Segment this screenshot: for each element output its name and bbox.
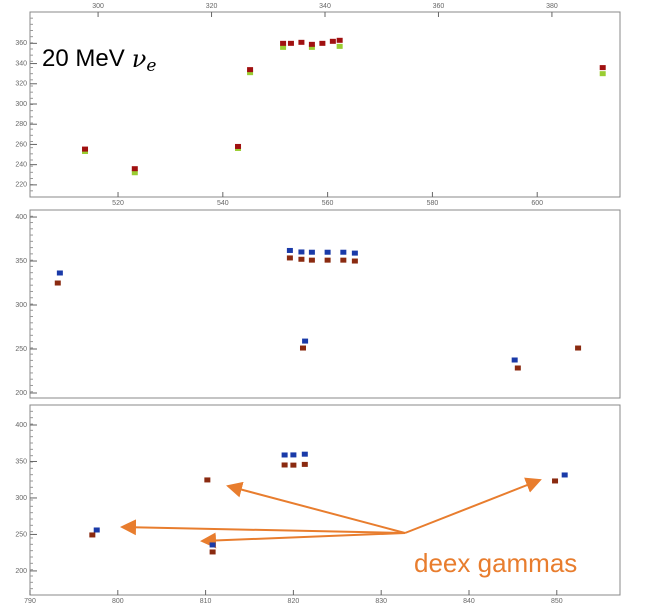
hit bbox=[302, 462, 308, 467]
y-tick-label: 320 bbox=[15, 81, 27, 88]
hit bbox=[309, 42, 315, 47]
hit bbox=[204, 477, 210, 482]
hit bbox=[210, 542, 216, 547]
y-tick-label: 360 bbox=[15, 40, 27, 47]
arrow bbox=[122, 527, 405, 533]
arrow bbox=[405, 480, 540, 533]
hit bbox=[337, 44, 343, 49]
annotation-symbol: ν bbox=[132, 45, 147, 73]
y-tick-label: 200 bbox=[15, 390, 27, 397]
y-tick-label: 300 bbox=[15, 302, 27, 309]
hit bbox=[280, 41, 286, 46]
y-tick-label: 220 bbox=[15, 182, 27, 189]
hit bbox=[210, 549, 216, 554]
x2-tick-label: 340 bbox=[319, 3, 331, 10]
hit bbox=[57, 270, 63, 275]
hit bbox=[247, 67, 253, 72]
x2-tick-label: 320 bbox=[206, 3, 218, 10]
figure: 220 240 260 280 300 320 340 360 520 540 560 580 600 3… bbox=[0, 0, 654, 606]
y-tick-label: 400 bbox=[15, 422, 27, 429]
y-tick-label: 200 bbox=[15, 568, 27, 575]
panel-frame bbox=[30, 210, 620, 398]
x2-tick-label: 300 bbox=[92, 3, 104, 10]
hit bbox=[562, 472, 568, 477]
x2-tick-label: 380 bbox=[546, 3, 558, 10]
hit bbox=[319, 41, 325, 46]
x-tick-label: 820 bbox=[288, 598, 300, 605]
hit bbox=[298, 257, 304, 262]
hit bbox=[290, 463, 296, 468]
panel-frame bbox=[30, 12, 620, 197]
x-tick-label: 850 bbox=[551, 598, 563, 605]
hit bbox=[132, 166, 138, 171]
y-tick-label: 240 bbox=[15, 161, 27, 168]
x-tick-label: 600 bbox=[531, 200, 543, 207]
hit bbox=[325, 258, 331, 263]
hit bbox=[352, 259, 358, 264]
arrow bbox=[228, 486, 405, 533]
x-tick-label: 540 bbox=[217, 200, 229, 207]
annotation-text: 20 MeV bbox=[42, 45, 125, 72]
hit bbox=[302, 339, 308, 344]
hit bbox=[337, 38, 343, 43]
hit bbox=[352, 251, 358, 256]
y-tick-label: 340 bbox=[15, 60, 27, 67]
y-tick-label: 350 bbox=[15, 258, 27, 265]
hit bbox=[282, 462, 288, 467]
y-tick-label: 280 bbox=[15, 121, 27, 128]
hit bbox=[512, 357, 518, 362]
hit bbox=[302, 452, 308, 457]
page: {"chart_data": [ {"type": "scatter", "xl… bbox=[0, 0, 654, 606]
hit bbox=[325, 250, 331, 255]
arrows bbox=[122, 480, 540, 541]
hit bbox=[235, 144, 241, 149]
hit bbox=[340, 250, 346, 255]
y-tick-label: 250 bbox=[15, 531, 27, 538]
hit bbox=[287, 248, 293, 253]
hit bbox=[55, 281, 61, 286]
x-tick-label: 790 bbox=[24, 598, 36, 605]
x2-tick-label: 360 bbox=[433, 3, 445, 10]
x-tick-label: 810 bbox=[200, 598, 212, 605]
hit bbox=[515, 366, 521, 371]
hit bbox=[290, 452, 296, 457]
hit bbox=[82, 147, 88, 152]
hit bbox=[309, 258, 315, 263]
x-tick-label: 830 bbox=[375, 598, 387, 605]
hit bbox=[94, 527, 100, 532]
hit bbox=[600, 65, 606, 70]
hit bbox=[89, 532, 95, 537]
y-tick-label: 300 bbox=[15, 495, 27, 502]
hit bbox=[300, 346, 306, 351]
x-tick-label: 520 bbox=[112, 200, 124, 207]
hit bbox=[288, 41, 294, 46]
hit bbox=[298, 249, 304, 254]
hit bbox=[340, 258, 346, 263]
hit bbox=[282, 452, 288, 457]
x-tick-label: 800 bbox=[112, 598, 124, 605]
y-tick-label: 350 bbox=[15, 458, 27, 465]
x-tick-label: 560 bbox=[322, 200, 334, 207]
x-tick-label: 580 bbox=[427, 200, 439, 207]
hit bbox=[575, 346, 581, 351]
x-tick-label: 840 bbox=[463, 598, 475, 605]
hit bbox=[298, 40, 304, 45]
y-tick-label: 300 bbox=[15, 101, 27, 108]
annotation-subscript: e bbox=[146, 56, 156, 76]
hit bbox=[330, 39, 336, 44]
y-tick-label: 260 bbox=[15, 141, 27, 148]
annotation: deex gammas bbox=[414, 548, 577, 578]
hit bbox=[600, 71, 606, 76]
y-tick-label: 400 bbox=[15, 214, 27, 221]
annotation: 20 MeV νe bbox=[42, 45, 156, 76]
hit bbox=[552, 478, 558, 483]
hit bbox=[287, 255, 293, 260]
y-tick-label: 250 bbox=[15, 346, 27, 353]
arrow bbox=[202, 533, 405, 541]
hit bbox=[309, 250, 315, 255]
